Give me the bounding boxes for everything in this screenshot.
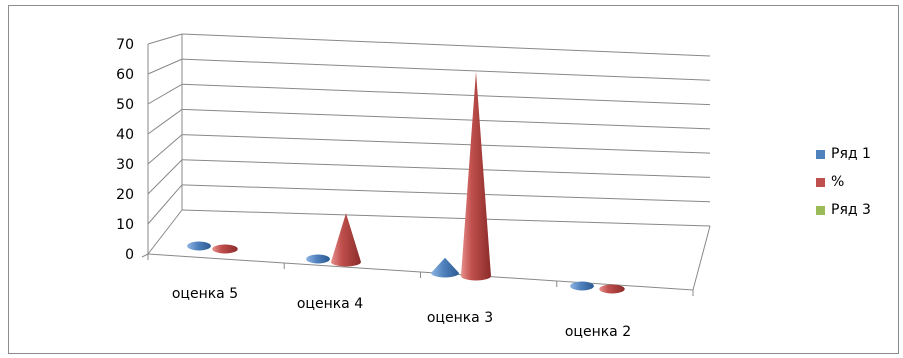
y-axis-tick-0 xyxy=(141,253,149,258)
cone-series-2-1 xyxy=(212,244,238,254)
y-tick-label: 50 xyxy=(116,97,134,113)
legend-item-series-1: Ряд 1 xyxy=(816,140,871,168)
legend-swatch-series-3 xyxy=(816,205,825,215)
gridline-left-2 xyxy=(147,159,183,195)
floor-edge xyxy=(147,225,711,291)
x-tick-label: оценка 4 xyxy=(297,296,363,312)
gridline-left-3 xyxy=(147,134,183,165)
x-tick-label: оценка 2 xyxy=(565,324,631,340)
cone-series-1-1 xyxy=(187,241,211,251)
y-tick-label: 30 xyxy=(116,157,134,173)
gridline-back-1 xyxy=(181,184,711,203)
gridline-back-0 xyxy=(181,209,711,227)
legend-item-series-3: Ряд 3 xyxy=(816,196,871,224)
gridline-back-7 xyxy=(181,33,711,57)
chart-legend: Ряд 1 % Ряд 3 xyxy=(816,140,871,224)
gridline-left-1 xyxy=(147,184,183,225)
cone-series-2-4 xyxy=(599,284,625,294)
gridline-left-6 xyxy=(147,58,183,75)
chart-area xyxy=(8,5,899,354)
cone-series-1-2 xyxy=(306,254,330,264)
y-tick-label: 10 xyxy=(116,217,134,233)
legend-label-series-3: Ряд 3 xyxy=(831,202,871,218)
x-tick-label: оценка 5 xyxy=(172,286,238,302)
gridline-back-3 xyxy=(181,134,711,154)
y-tick-label: 20 xyxy=(116,187,134,203)
gridline-left-4 xyxy=(147,109,183,135)
cone-series-1-4 xyxy=(570,281,594,291)
y-tick-label: 60 xyxy=(116,67,134,83)
y-tick-label: 70 xyxy=(116,37,134,53)
gridline-left-5 xyxy=(147,83,183,105)
gridline-left-7 xyxy=(147,33,183,45)
legend-label-series-1: Ряд 1 xyxy=(831,146,871,162)
gridline-back-2 xyxy=(181,159,711,178)
legend-swatch-series-1 xyxy=(816,149,825,159)
gridline-back-6 xyxy=(181,58,711,81)
y-tick-label: 0 xyxy=(125,247,134,263)
gridline-back-5 xyxy=(181,83,711,106)
legend-swatch-series-2 xyxy=(816,177,825,187)
legend-label-series-2: % xyxy=(831,174,845,190)
y-tick-label: 40 xyxy=(116,127,134,143)
cone-series-1-3 xyxy=(431,257,459,278)
cone-series-2-2 xyxy=(331,213,361,267)
legend-item-series-2: % xyxy=(816,168,871,196)
cone-series-2-3 xyxy=(461,71,491,281)
gridline-left-0 xyxy=(147,209,183,255)
gridline-back-4 xyxy=(181,108,711,130)
x-tick-label: оценка 3 xyxy=(427,310,493,326)
